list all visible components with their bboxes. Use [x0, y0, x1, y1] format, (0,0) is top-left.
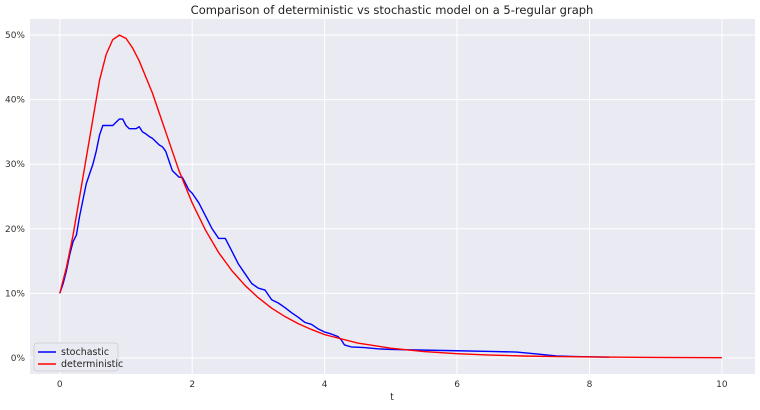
series-line-deterministic: [59, 34, 722, 359]
y-tick-label: 0%: [11, 354, 26, 364]
series-line-stochastic: [59, 118, 610, 358]
x-tick-label: 8: [587, 380, 593, 390]
x-tick-label: 6: [454, 380, 460, 390]
y-tick-label: 50%: [5, 31, 25, 41]
series-layer: [59, 34, 722, 359]
y-tick-label: 40%: [5, 96, 25, 106]
plot-area: [30, 19, 755, 374]
x-tick-label: 0: [57, 380, 63, 390]
legend-stochastic-label: stochastic: [61, 347, 109, 358]
x-axis-label: t: [390, 392, 394, 403]
y-tick-label: 10%: [5, 289, 25, 299]
y-tick-label: 20%: [5, 225, 25, 235]
x-tick-label: 4: [322, 380, 328, 390]
tick-labels: 0 2 4 6 8 10 0% 10% 20% 30% 40% 50%: [5, 31, 728, 390]
chart-title: Comparison of deterministic vs stochasti…: [191, 3, 594, 17]
x-tick-label: 10: [716, 380, 728, 390]
x-tick-label: 2: [189, 380, 195, 390]
legend-deterministic-label: deterministic: [61, 359, 123, 370]
y-tick-label: 30%: [5, 160, 25, 170]
legend: stochastic deterministic: [33, 342, 123, 372]
